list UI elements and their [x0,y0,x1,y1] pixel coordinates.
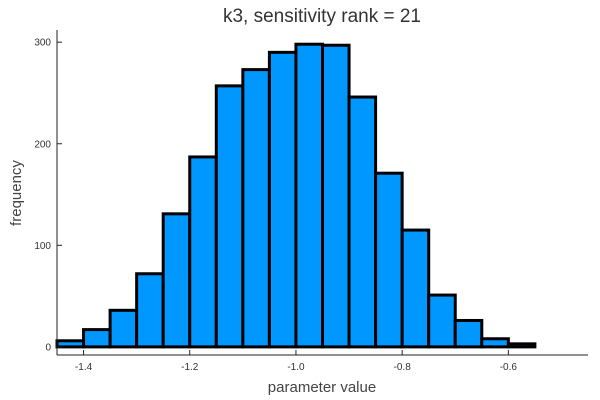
x-tick-label: -1.0 [287,362,305,373]
x-tick-label: -1.2 [181,362,199,373]
y-tick-label: 200 [34,139,51,150]
histogram-bar [480,337,510,349]
y-axis-label: frequency [8,160,25,226]
histogram-bar [427,293,457,349]
y-tick-label: 0 [45,342,51,353]
histogram-bar [188,155,218,349]
chart-title: k3, sensitivity rank = 21 [223,6,421,27]
histogram-bar [241,68,271,349]
histogram-bar [82,328,112,349]
histogram-bar [108,308,139,349]
histogram-bar [214,84,245,349]
x-tick-label: -0.6 [500,362,518,373]
histogram-bar [161,212,192,349]
x-ticks-group: -1.4 -1.2 -1.0 -0.8 -0.6 [75,350,517,373]
histogram-bar [506,342,537,349]
histogram-bar [453,318,484,349]
bars-group [55,42,537,349]
histogram-bar [267,50,298,349]
x-tick-label: -1.4 [75,362,93,373]
histogram-bar [55,339,86,349]
x-axis-label: parameter value [268,379,376,396]
y-tick-label: 100 [34,241,51,252]
y-tick-label: 300 [34,38,51,49]
histogram-bar [294,42,325,349]
y-ticks-group: 0 100 200 300 [34,38,62,353]
histogram-bar [135,272,165,349]
histogram-bar [400,228,431,349]
histogram-bar [374,171,404,349]
x-tick-label: -0.8 [394,362,412,373]
histogram-bar [347,95,378,349]
histogram-bar [321,43,351,349]
